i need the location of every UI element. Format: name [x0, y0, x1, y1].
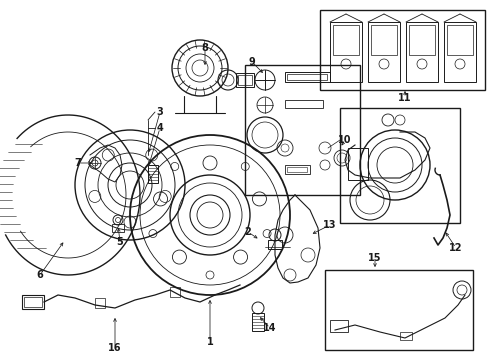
Bar: [170, 287, 180, 297]
Text: 16: 16: [108, 343, 122, 353]
Bar: [405, 22, 437, 82]
Bar: [24, 297, 42, 307]
Text: 13: 13: [323, 220, 336, 230]
Bar: [286, 167, 306, 172]
Text: 5: 5: [116, 237, 123, 247]
Bar: [236, 73, 253, 87]
Text: 1: 1: [206, 337, 213, 347]
Bar: [329, 320, 347, 332]
Text: 15: 15: [367, 253, 381, 263]
Text: 6: 6: [37, 270, 43, 280]
Bar: [443, 22, 475, 82]
Bar: [148, 165, 158, 183]
Bar: [319, 10, 484, 90]
Text: 14: 14: [263, 323, 276, 333]
Bar: [285, 72, 329, 82]
Text: 3: 3: [156, 107, 163, 117]
Bar: [339, 108, 459, 223]
Bar: [370, 25, 396, 55]
Text: 11: 11: [397, 93, 411, 103]
Bar: [112, 224, 124, 232]
Bar: [285, 165, 309, 174]
Text: 10: 10: [338, 135, 351, 145]
Bar: [285, 100, 323, 108]
Text: 7: 7: [75, 158, 81, 168]
Bar: [95, 298, 105, 308]
Bar: [329, 22, 361, 82]
Bar: [332, 25, 358, 55]
Text: 9: 9: [248, 57, 255, 67]
Bar: [347, 148, 367, 180]
Bar: [251, 313, 264, 331]
Bar: [446, 25, 472, 55]
Text: 12: 12: [448, 243, 462, 253]
Bar: [244, 65, 359, 195]
Text: 2: 2: [244, 227, 251, 237]
Text: 4: 4: [156, 123, 163, 133]
Text: 8: 8: [201, 43, 208, 53]
Bar: [267, 240, 282, 249]
Bar: [408, 25, 434, 55]
Bar: [22, 295, 44, 309]
Bar: [399, 332, 411, 340]
Bar: [286, 74, 326, 80]
Bar: [367, 22, 399, 82]
Bar: [325, 270, 472, 350]
Bar: [238, 75, 251, 85]
